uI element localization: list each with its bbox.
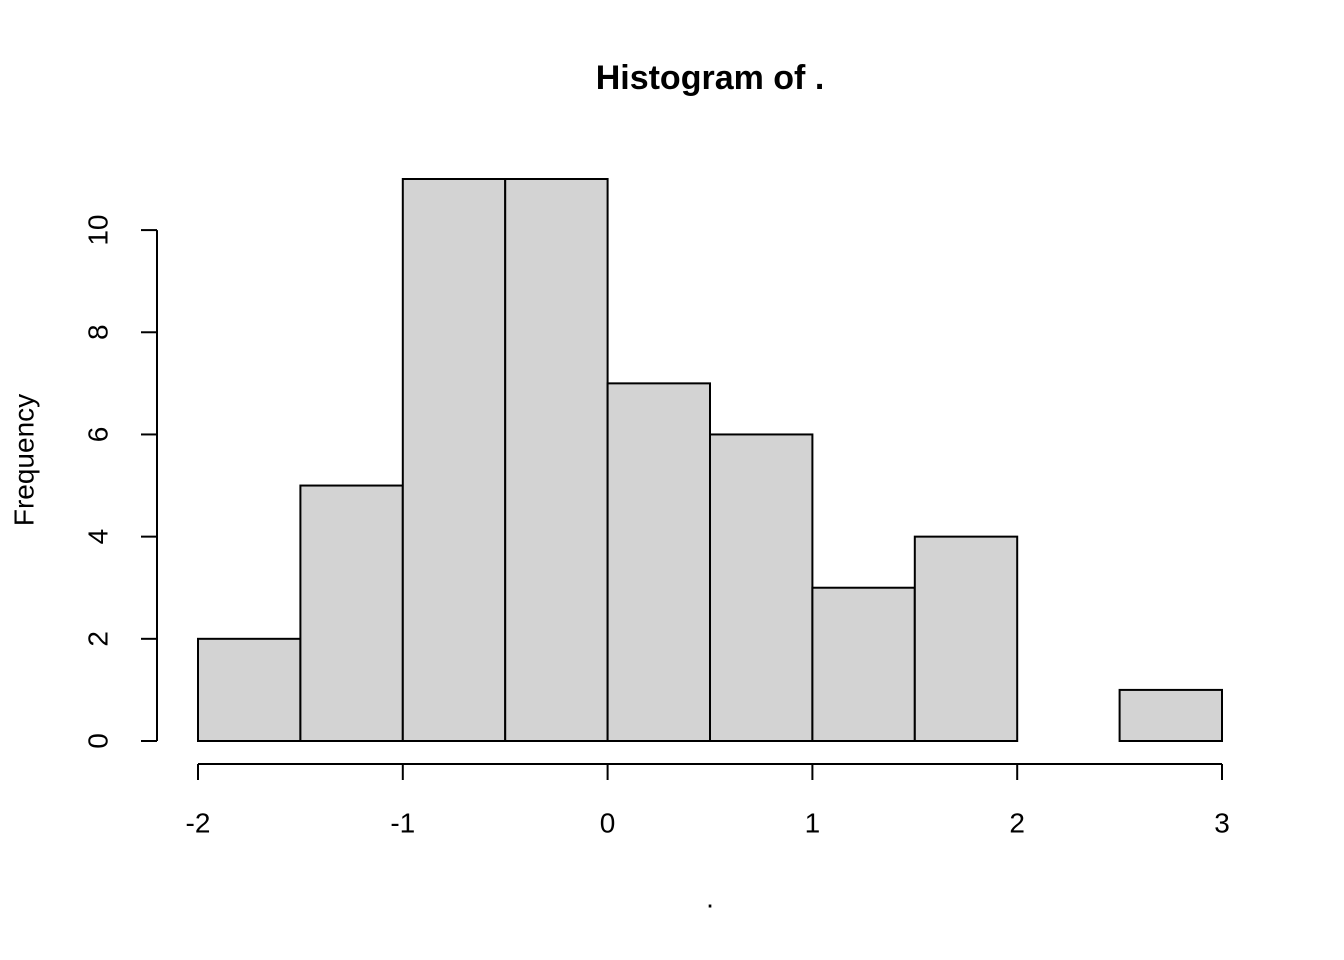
x-tick-label: 3 — [1214, 807, 1230, 838]
x-axis-label: . — [706, 882, 714, 913]
y-tick-label: 2 — [82, 631, 113, 647]
bar — [606, 382, 711, 742]
y-tick-label: 4 — [82, 529, 113, 545]
y-tick-label: 0 — [82, 733, 113, 749]
y-tick-label: 6 — [82, 427, 113, 443]
x-tick-label: 0 — [600, 807, 616, 838]
x-tick-label: -1 — [390, 807, 415, 838]
bar — [299, 484, 404, 742]
bar — [913, 535, 1019, 742]
y-tick-label: 10 — [82, 215, 113, 246]
bar — [401, 178, 507, 742]
bar — [811, 586, 916, 743]
bar — [709, 433, 814, 742]
x-tick-label: 1 — [805, 807, 821, 838]
x-tick-label: -2 — [186, 807, 211, 838]
bar — [197, 637, 302, 742]
x-tick-label: 2 — [1009, 807, 1025, 838]
y-axis-label: Frequency — [8, 394, 39, 526]
chart-title: Histogram of . — [596, 59, 825, 97]
bar — [504, 178, 609, 742]
y-tick-label: 8 — [82, 324, 113, 340]
bar — [1118, 688, 1223, 743]
